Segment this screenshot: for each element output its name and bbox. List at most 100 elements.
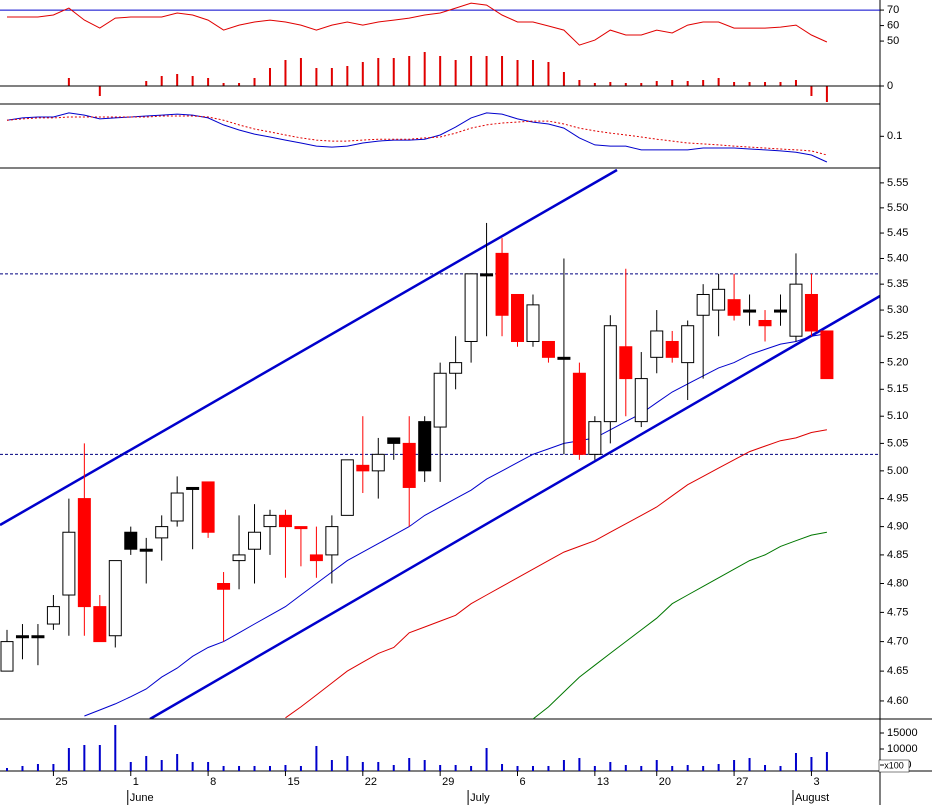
- y-tick-label: 15000: [887, 727, 918, 739]
- y-tick-label: 4.90: [887, 521, 908, 533]
- candle-body: [774, 309, 787, 313]
- bar: [485, 56, 488, 86]
- bar: [454, 765, 457, 771]
- y-tick-label: 5.40: [887, 252, 908, 264]
- bar: [748, 757, 751, 771]
- candle-body: [820, 330, 834, 380]
- candle-body: [665, 340, 679, 358]
- bar: [377, 761, 380, 771]
- bar: [6, 768, 8, 771]
- line-series: [6, 112, 828, 163]
- bar: [733, 760, 736, 771]
- y-tick-label: 4.80: [887, 577, 908, 589]
- candle-body: [340, 459, 354, 516]
- bar: [330, 760, 333, 771]
- bar: [470, 765, 473, 771]
- trend-line: [149, 294, 880, 719]
- bar: [191, 76, 194, 86]
- y-tick-label: 70: [887, 4, 899, 16]
- bar: [392, 58, 395, 86]
- y-tick-label: 5.30: [887, 304, 908, 316]
- x-tick-label: 15: [287, 776, 299, 788]
- bar: [83, 745, 86, 771]
- y-tick-label: 4.70: [887, 636, 908, 648]
- bar: [299, 58, 302, 86]
- bar: [671, 765, 674, 771]
- candle-body: [387, 437, 401, 444]
- bar: [655, 81, 658, 86]
- candle-body: [108, 560, 122, 637]
- y-tick-label: 50: [887, 35, 899, 47]
- bar: [501, 764, 504, 771]
- bar: [485, 748, 488, 771]
- y-tick-label: 0: [887, 80, 893, 92]
- bar: [516, 765, 519, 771]
- bar: [423, 760, 426, 771]
- x-tick-label: 8: [210, 776, 216, 788]
- candle-body: [278, 514, 292, 528]
- bar: [98, 745, 101, 771]
- bar: [671, 80, 674, 86]
- bar: [129, 761, 132, 771]
- candle-body: [557, 356, 571, 360]
- candle-body: [309, 554, 323, 562]
- bar: [268, 765, 271, 771]
- candle-body: [681, 325, 695, 364]
- x-tick-label: 22: [365, 776, 377, 788]
- bar: [176, 74, 179, 86]
- y-tick-label: 5.20: [887, 357, 908, 369]
- candle-body: [712, 288, 726, 311]
- candle-body: [743, 309, 757, 313]
- candle-body: [155, 526, 169, 539]
- bar: [640, 83, 643, 86]
- bar: [531, 60, 534, 86]
- y-tick-label: 60: [887, 19, 899, 31]
- bar: [52, 764, 55, 771]
- bar: [810, 86, 813, 96]
- bar: [794, 753, 797, 771]
- candle-body: [572, 372, 586, 455]
- candle-body: [62, 531, 76, 596]
- bar: [392, 765, 395, 771]
- bar: [176, 753, 179, 771]
- candle-body: [526, 304, 540, 342]
- bar: [562, 760, 565, 771]
- bar: [299, 765, 302, 771]
- candle-body: [46, 606, 60, 625]
- bar: [547, 62, 550, 86]
- bar: [408, 56, 411, 86]
- bar: [145, 81, 148, 86]
- x-tick-label: 20: [659, 776, 671, 788]
- bar: [593, 83, 596, 86]
- candle-body: [480, 273, 494, 277]
- candle-body: [789, 283, 803, 337]
- x-tick-label: 27: [736, 776, 748, 788]
- bar: [346, 756, 349, 771]
- bar: [114, 725, 117, 771]
- candle-body: [0, 641, 14, 672]
- bar: [253, 78, 256, 86]
- volume-unit: x100: [884, 760, 904, 770]
- y-tick-label: 5.50: [887, 202, 908, 214]
- bar: [346, 66, 349, 86]
- bar: [779, 82, 782, 86]
- bar: [717, 78, 720, 86]
- y-tick-label: 4.75: [887, 606, 908, 618]
- bar: [439, 56, 442, 86]
- y-tick-label: 5.35: [887, 278, 908, 290]
- x-tick-label: 1: [133, 776, 139, 788]
- bar: [207, 78, 210, 86]
- candle-body: [263, 514, 277, 528]
- x-tick-label: 29: [442, 776, 454, 788]
- candle-body: [217, 583, 231, 590]
- bar: [810, 757, 813, 771]
- candle-body: [371, 453, 385, 472]
- y-tick-label: 0.1: [887, 130, 902, 142]
- x-tick-label: 13: [597, 776, 609, 788]
- candle-body: [402, 442, 416, 488]
- line-series: [532, 531, 827, 720]
- bar: [361, 62, 364, 86]
